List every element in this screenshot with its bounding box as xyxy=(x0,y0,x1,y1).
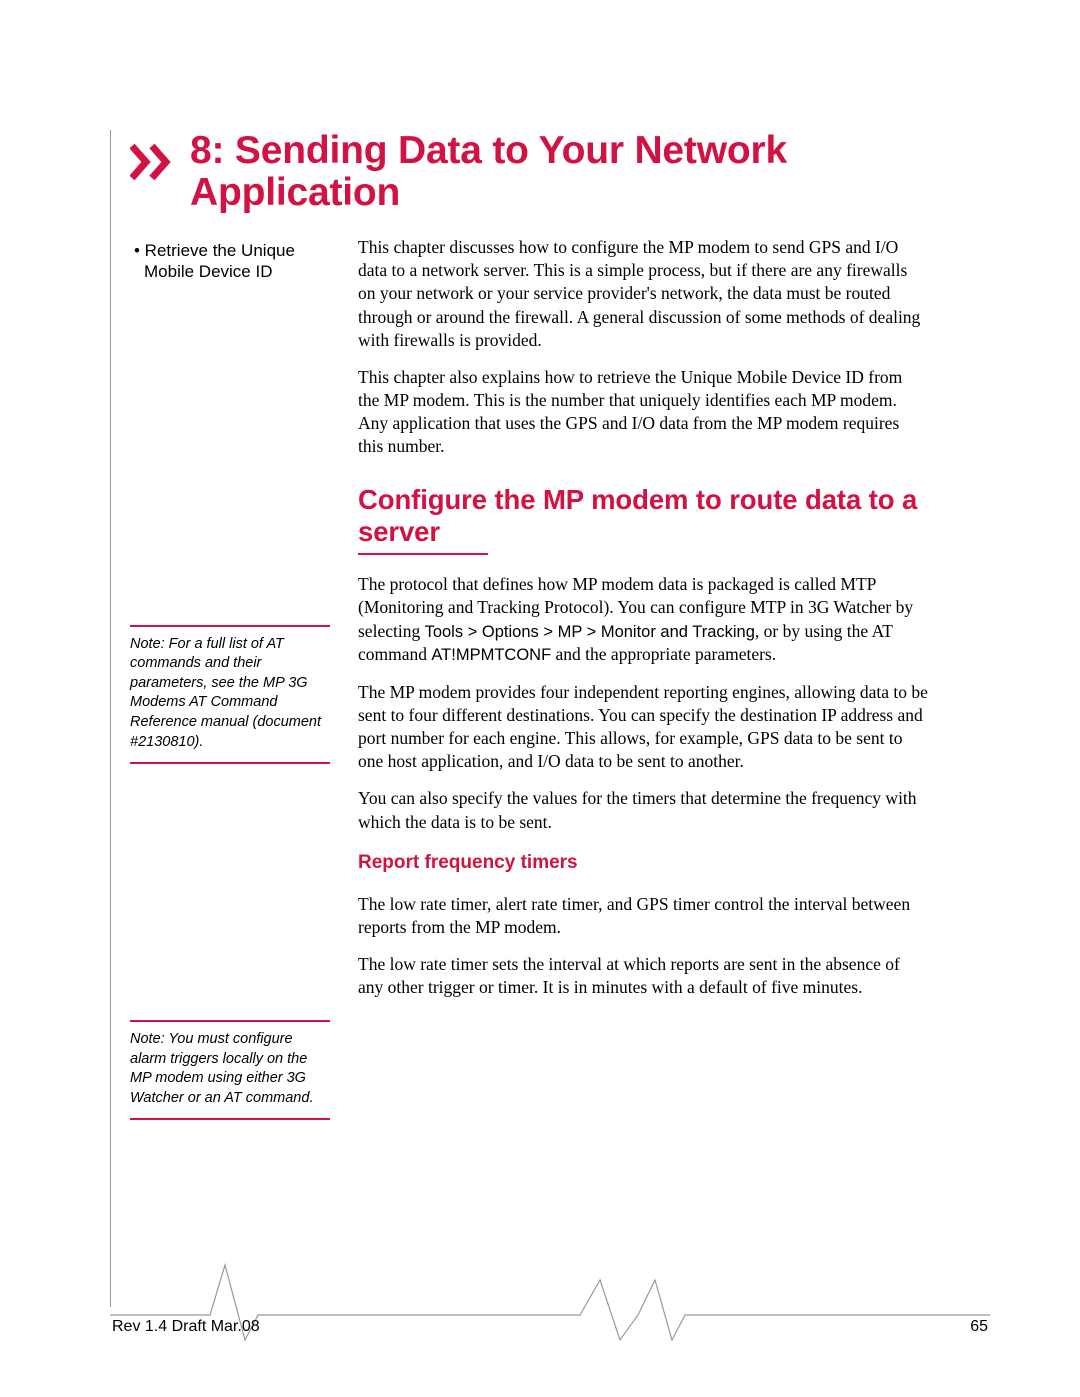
heading-rule xyxy=(358,553,488,555)
paragraph: The MP modem provides four independent r… xyxy=(358,681,928,773)
note-text: Note: You must configure alarm triggers … xyxy=(130,1031,313,1106)
paragraph: The low rate timer sets the interval at … xyxy=(358,953,928,999)
paragraph: You can also specify the values for the … xyxy=(358,787,928,833)
paragraph: The protocol that defines how MP modem d… xyxy=(358,573,928,667)
paragraph: This chapter also explains how to retrie… xyxy=(358,366,928,458)
sidebar-note: Note: For a full list of AT commands and… xyxy=(130,625,330,764)
page-number: 65 xyxy=(970,1318,988,1336)
menu-path: Tools > Options > MP > Monitor and Track… xyxy=(425,623,755,641)
text-run: and the appropriate parameters. xyxy=(551,644,776,664)
sidebar-note: Note: You must configure alarm triggers … xyxy=(130,1020,330,1120)
subsection-heading: Report frequency timers xyxy=(358,850,928,875)
toc-item: • Retrieve the Unique Mobile Device ID xyxy=(130,240,330,283)
section-heading: Configure the MP modem to route data to … xyxy=(358,484,928,547)
paragraph: This chapter discusses how to configure … xyxy=(358,236,928,351)
revision-label: Rev 1.4 Draft Mar.08 xyxy=(112,1318,260,1336)
vertical-rule xyxy=(110,130,111,1307)
sidebar: • Retrieve the Unique Mobile Device ID N… xyxy=(130,236,358,1144)
main-content: This chapter discusses how to configure … xyxy=(358,236,928,1144)
chapter-title: 8: Sending Data to Your Network Applicat… xyxy=(190,130,990,214)
at-command: AT!MPMTCONF xyxy=(431,646,551,664)
note-text: Note: For a full list of AT commands and… xyxy=(130,636,321,750)
chapter-chevron-icon xyxy=(130,142,184,182)
page-footer: Rev 1.4 Draft Mar.08 65 xyxy=(110,1318,990,1342)
paragraph: The low rate timer, alert rate timer, an… xyxy=(358,893,928,939)
